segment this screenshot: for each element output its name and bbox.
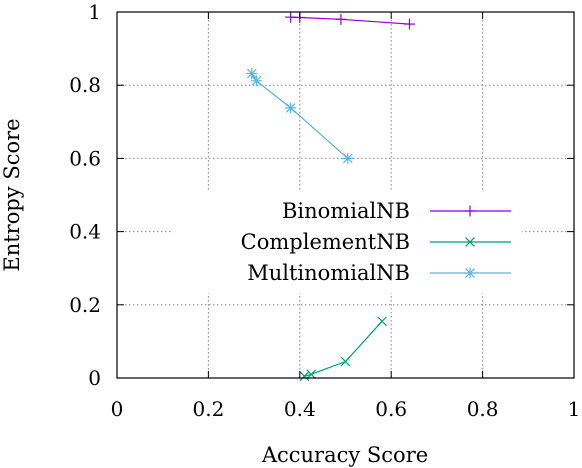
y-tick-label: 0 <box>88 366 101 390</box>
y-tick-label: 0.2 <box>69 293 101 317</box>
x-tick-label: 0.6 <box>375 397 407 421</box>
legend-entry-complementnb: ComplementNB <box>241 230 511 254</box>
series-line <box>304 320 383 377</box>
legend-entry-multinomialnb: MultinomialNB <box>247 261 511 285</box>
legend: BinomialNB ComplementNB MultinomialNB <box>241 199 511 285</box>
series-complementnb <box>299 316 387 381</box>
y-tick-label: 1 <box>88 0 101 24</box>
y-tick-label: 0.4 <box>69 220 101 244</box>
x-tick-label: 1 <box>568 397 581 421</box>
data-point <box>306 369 317 380</box>
x-axis-label: Accuracy Score <box>261 443 428 467</box>
legend-marker <box>464 267 476 279</box>
series-line <box>251 73 349 159</box>
x-tick-label: 0 <box>111 397 124 421</box>
series-multinomialnb <box>246 67 354 164</box>
data-point <box>340 356 351 367</box>
series-binomialnb <box>285 11 415 30</box>
data-point <box>285 102 297 114</box>
legend-label: ComplementNB <box>241 230 410 254</box>
legend-marker <box>465 237 475 247</box>
data-point <box>299 371 310 381</box>
legend-entry-binomialnb: BinomialNB <box>282 199 511 223</box>
x-tick-label: 0.8 <box>467 397 499 421</box>
data-point <box>403 18 415 30</box>
legend-label: BinomialNB <box>282 199 410 223</box>
data-point <box>250 75 262 87</box>
y-tick-label: 0.6 <box>69 146 101 170</box>
data-point <box>335 13 347 25</box>
legend-label: MultinomialNB <box>247 261 410 285</box>
x-tick-label: 0.2 <box>192 397 224 421</box>
y-tick-label: 0.8 <box>69 73 101 97</box>
tick-layer: 0 0.2 0.4 0.6 0.8 1 0 0.2 0.4 0.6 0.8 1 <box>69 0 580 421</box>
data-point <box>246 67 258 79</box>
legend-marker <box>464 205 476 217</box>
data-point <box>377 316 387 327</box>
x-tick-label: 0.4 <box>284 397 316 421</box>
plot-frame <box>116 11 575 379</box>
y-axis-label: Entropy Score <box>0 118 24 271</box>
data-point <box>342 152 354 164</box>
